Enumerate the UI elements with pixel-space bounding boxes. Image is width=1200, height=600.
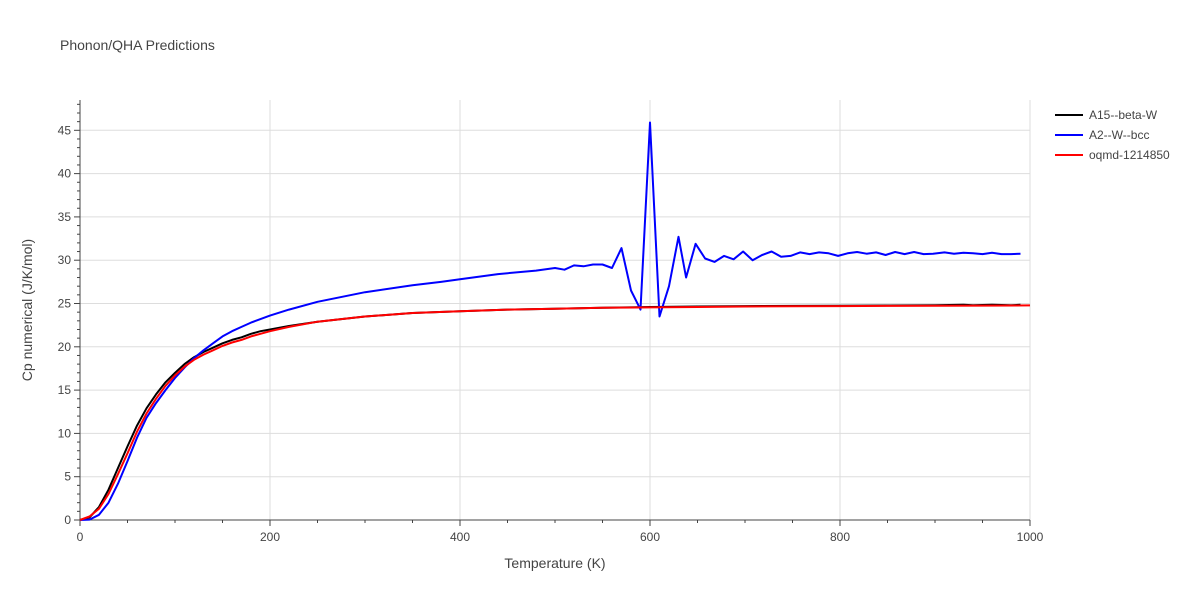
legend-label: A15--beta-W: [1089, 108, 1158, 122]
y-tick-label: 25: [58, 297, 72, 311]
chart-title: Phonon/QHA Predictions: [60, 37, 215, 53]
x-tick-label: 800: [830, 530, 850, 544]
y-tick-label: 10: [58, 426, 72, 440]
y-axis-title: Cp numerical (J/K/mol): [19, 239, 35, 381]
y-tick-label: 15: [58, 383, 72, 397]
x-axis-title: Temperature (K): [504, 555, 605, 571]
grid: [80, 100, 1031, 520]
x-tick-label: 1000: [1017, 530, 1044, 544]
x-tick-label: 0: [77, 530, 84, 544]
legend-label: A2--W--bcc: [1089, 128, 1149, 142]
series-group: [79, 121, 1031, 521]
axes: 0 200 400 600 800 1000 0 5 10 15 20 25 30 35 40 45: [58, 100, 1044, 544]
x-tick-label: 400: [450, 530, 470, 544]
x-tick-label: 200: [260, 530, 280, 544]
y-tick-label: 40: [58, 167, 72, 181]
y-tick-label: 45: [58, 123, 72, 137]
y-tick-label: 5: [64, 470, 71, 484]
series-line-a2-w-bcc: [79, 121, 1021, 521]
y-tick-label: 30: [58, 253, 72, 267]
y-tick-label: 0: [64, 513, 71, 527]
series-line-oqmd-1214850: [79, 304, 1031, 521]
legend-label: oqmd-1214850: [1089, 148, 1170, 162]
x-tick-label: 600: [640, 530, 660, 544]
y-tick-label: 20: [58, 340, 72, 354]
y-tick-label: 35: [58, 210, 72, 224]
legend: A15--beta-W A2--W--bcc oqmd-1214850: [1055, 108, 1170, 162]
